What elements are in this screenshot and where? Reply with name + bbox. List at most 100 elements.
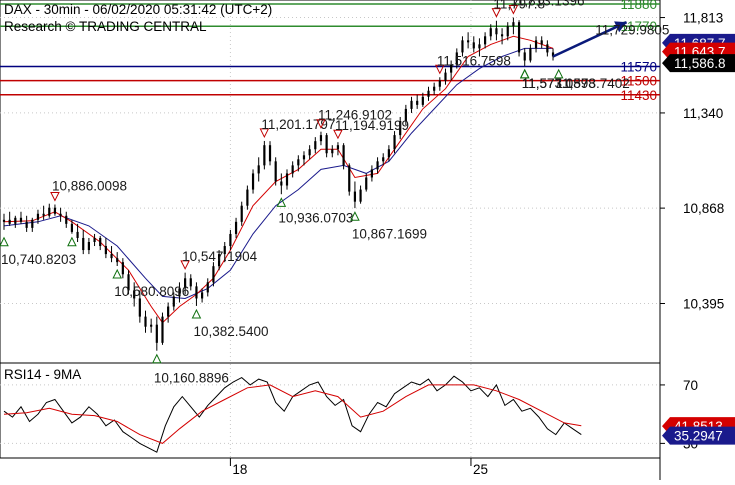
rsi-value-tag-label-1: 35.2947 [674,429,723,444]
pivot-label-17: 11,813.1396 [510,0,584,9]
candle-body-51 [291,165,294,174]
candle-body-8 [48,207,51,216]
candle-4 [25,215,28,232]
candle-85 [484,32,487,49]
candle-23 [133,282,136,307]
candle-41 [234,217,238,238]
candle-body-53 [302,155,306,160]
candle-body-24 [138,298,141,317]
candle-60 [342,143,345,170]
candle-body-34 [195,286,198,299]
pivot-label-14: 11,577.0898 [522,76,596,91]
candle-22 [127,270,130,295]
candle-body-95 [540,40,543,45]
candle-body-46 [263,145,266,166]
pivot-low-marker-3 [112,268,123,279]
candle-89 [506,22,509,41]
candle-body-52 [297,159,300,166]
candle-body-64 [365,177,368,190]
candle-38 [217,250,221,271]
pivot-label-6: 10,382.5400 [193,324,268,339]
price-panel-frame [0,0,661,364]
candle-83 [472,36,475,53]
candle-13 [76,223,79,242]
candle-body-47 [268,145,272,162]
candle-34 [195,282,198,306]
candle-57 [325,133,328,158]
candle-body-28 [161,316,164,343]
candle-1 [8,211,11,226]
rsi-tick-label-0: 70 [683,378,698,393]
candle-body-40 [229,233,232,247]
candle-body-62 [353,191,357,202]
pivot-low-marker-15 [553,68,564,79]
pivot-high-marker-5 [180,260,190,270]
candle-81 [461,36,464,57]
candle-78 [444,68,447,85]
candle-body-25 [144,316,147,327]
level-label-11570: 11570 [620,60,657,75]
candle-body-13 [76,231,79,238]
annotations-layer: 10,886.0098 10,740.8203 10,580.8096 10,160.… [0,0,669,386]
candle-64 [365,173,368,192]
candle-body-72 [410,100,413,109]
candle-26 [150,318,153,333]
candle-66 [376,157,379,174]
candle-body-33 [189,278,192,287]
candle-body-48 [274,161,277,182]
candle-28 [161,312,164,345]
level-label-11880: 11880 [620,0,657,12]
candle-body-41 [234,221,238,234]
candle-body-37 [212,266,215,283]
ma-slow-line [3,47,553,300]
candle-68 [387,145,390,162]
candle-75 [427,86,430,101]
pivot-label-13: 11,573.1 [522,76,574,91]
candle-body-84 [478,44,481,49]
candle-27 [155,316,158,351]
candle-3 [19,211,23,224]
candle-16 [93,233,96,247]
candle-33 [189,274,192,291]
level-label-11500: 11500 [620,74,657,89]
candle-73 [416,94,419,109]
candle-24 [138,290,141,323]
candle-body-15 [87,242,90,251]
candle-6 [36,209,40,224]
candle-body-32 [184,278,187,289]
candle-body-55 [314,141,317,150]
candle-32 [184,272,187,295]
candle-36 [206,278,209,297]
candle-14 [82,229,85,255]
candle-body-44 [251,173,255,190]
candle-body-88 [500,34,504,37]
candle-body-12 [70,223,74,232]
pivot-low-marker-1 [0,236,9,247]
rsi-panel-title: RSI14 - 9MA [4,367,81,382]
candle-88 [500,28,504,45]
chart-credit: Research © TRADING CENTRAL [4,19,207,34]
candle-body-66 [376,161,379,170]
candle-body-74 [421,96,424,105]
candle-body-39 [223,246,226,255]
candle-body-27 [155,324,158,343]
price-value-tag-bg-2 [662,54,735,73]
candle-11 [65,211,68,228]
candle-body-67 [382,157,385,162]
candle-15 [87,237,90,255]
pivot-low-marker-8 [276,197,287,207]
candle-body-17 [99,237,102,247]
candle-body-93 [529,48,532,61]
indicator-panel-frame [0,362,661,459]
pivot-high-marker-9 [316,119,326,129]
candle-97 [551,48,555,61]
candle-82 [467,32,470,49]
pivot-label-10: 11,194.9199 [335,118,409,133]
candle-body-56 [319,135,323,142]
candle-94 [534,36,538,53]
pivot-label-3: 10,580.8096 [114,284,189,299]
candle-39 [223,242,226,263]
candle-37 [212,262,215,287]
